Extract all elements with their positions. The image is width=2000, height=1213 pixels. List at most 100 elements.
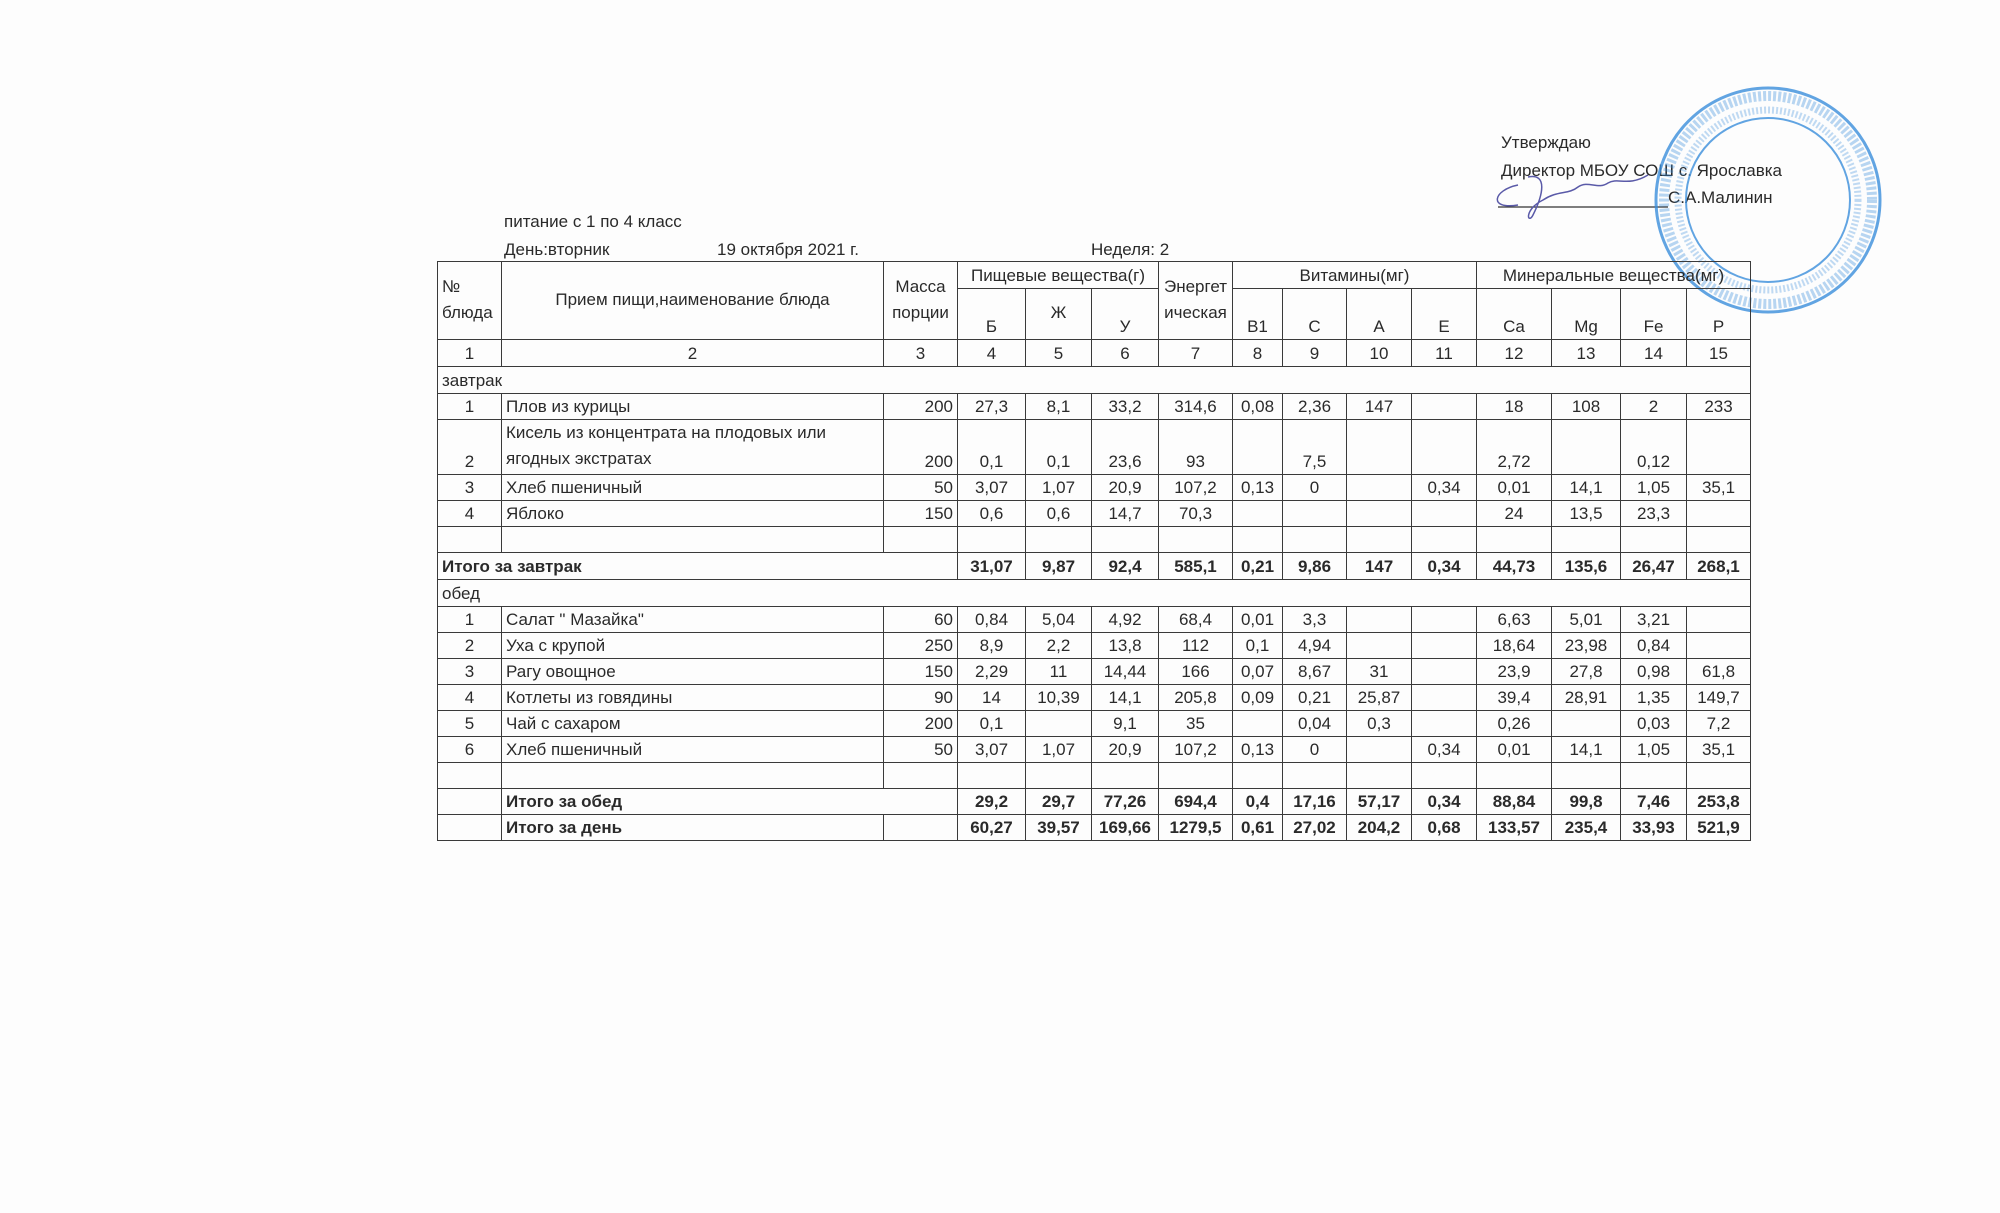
header-vitamins: Витамины(мг)	[1232, 261, 1477, 289]
mg	[1551, 526, 1621, 553]
vit-a: 204,2	[1346, 814, 1412, 841]
dish-no	[437, 814, 502, 841]
protein: 14	[957, 684, 1026, 711]
fat: 1,07	[1025, 474, 1092, 501]
ca: 133,57	[1476, 814, 1552, 841]
fe	[1620, 762, 1687, 789]
section-row: завтрак	[437, 366, 1751, 394]
mg	[1551, 710, 1621, 737]
dish-no: 2	[437, 632, 502, 659]
mg: 27,8	[1551, 658, 1621, 685]
signature	[1496, 174, 1668, 220]
carbs: 13,8	[1091, 632, 1159, 659]
vit-c: 0,21	[1282, 684, 1347, 711]
ca: 44,73	[1476, 552, 1552, 580]
ca: 18	[1476, 393, 1552, 420]
table-row: 3 Рагу овощное 150 2,29 11 14,44 166 0,07 8,67 31…	[437, 658, 1751, 685]
column-number: 11	[1411, 339, 1477, 367]
p: 7,2	[1686, 710, 1751, 737]
vit-a	[1346, 474, 1412, 501]
dish-no	[437, 788, 502, 815]
ca: 2,72	[1476, 419, 1552, 475]
mass: 200	[883, 419, 958, 475]
column-number: 14	[1620, 339, 1687, 367]
column-number: 5	[1025, 339, 1092, 367]
total-row: Итого за обед 29,2 29,7 77,26 694,4 0,4 17,16 5…	[437, 788, 1751, 815]
header-minerals: Минеральные вещества(мг)	[1476, 261, 1751, 289]
fat: 9,87	[1025, 552, 1092, 580]
vit-b1: 0,07	[1232, 658, 1283, 685]
fat: 29,7	[1025, 788, 1092, 815]
ca	[1476, 762, 1552, 789]
column-number: 6	[1091, 339, 1159, 367]
fe: 7,46	[1620, 788, 1687, 815]
column-number: 1	[437, 339, 502, 367]
carbs: 92,4	[1091, 552, 1159, 580]
fe	[1620, 526, 1687, 553]
vit-a: 31	[1346, 658, 1412, 685]
header-sub-b1: B1	[1232, 288, 1283, 340]
p: 35,1	[1686, 736, 1751, 763]
approve-label: Утверждаю	[1501, 133, 1591, 152]
dish-name: Уха с крупой	[501, 632, 884, 659]
total-label: Итого за день	[501, 814, 884, 841]
header-sub-ж: Ж	[1025, 288, 1092, 340]
mass: 60	[883, 606, 958, 633]
vit-c: 9,86	[1282, 552, 1347, 580]
total-label: Итого за обед	[501, 788, 958, 815]
fe: 3,21	[1620, 606, 1687, 633]
vit-e	[1411, 526, 1477, 553]
energy: 35	[1158, 710, 1233, 737]
vit-b1	[1232, 419, 1283, 475]
energy: 314,6	[1158, 393, 1233, 420]
carbs	[1091, 526, 1159, 553]
p: 521,9	[1686, 814, 1751, 841]
vit-b1	[1232, 762, 1283, 789]
protein: 29,2	[957, 788, 1026, 815]
fe: 1,05	[1620, 474, 1687, 501]
p: 268,1	[1686, 552, 1751, 580]
fat: 11	[1025, 658, 1092, 685]
table-row: 2 Уха с крупой 250 8,9 2,2 13,8 112 0,1 4,94 18,6…	[437, 632, 1751, 659]
vit-b1: 0,4	[1232, 788, 1283, 815]
dish-name	[501, 526, 884, 553]
vit-c: 4,94	[1282, 632, 1347, 659]
fe: 0,84	[1620, 632, 1687, 659]
mg: 28,91	[1551, 684, 1621, 711]
dish-no: 5	[437, 710, 502, 737]
vit-a	[1346, 606, 1412, 633]
table-row	[437, 762, 1751, 789]
vit-e: 0,34	[1411, 474, 1477, 501]
table-row: 1 Плов из курицы 200 27,3 8,1 33,2 314,6 0,08 2,…	[437, 393, 1751, 420]
dish-no: 6	[437, 736, 502, 763]
vit-b1: 0,13	[1232, 736, 1283, 763]
vit-e: 0,34	[1411, 552, 1477, 580]
column-number: 4	[957, 339, 1026, 367]
vit-b1: 0,09	[1232, 684, 1283, 711]
dish-name: Чай с сахаром	[501, 710, 884, 737]
vit-c	[1282, 500, 1347, 527]
vit-c: 0	[1282, 736, 1347, 763]
table-row: 4 Котлеты из говядины 90 14 10,39 14,1 205,8 0,…	[437, 684, 1751, 711]
vit-e	[1411, 632, 1477, 659]
energy: 166	[1158, 658, 1233, 685]
mass	[883, 814, 958, 841]
fe: 1,05	[1620, 736, 1687, 763]
header-sub-у: У	[1091, 288, 1159, 340]
protein: 2,29	[957, 658, 1026, 685]
mass: 90	[883, 684, 958, 711]
vit-a: 147	[1346, 393, 1412, 420]
header-energy: Энергетическая	[1158, 261, 1233, 340]
header-name: Прием пищи,наименование блюда	[501, 261, 884, 340]
total-label: Итого за завтрак	[437, 552, 958, 580]
vit-a	[1346, 419, 1412, 475]
energy: 70,3	[1158, 500, 1233, 527]
vit-b1: 0,01	[1232, 606, 1283, 633]
vit-b1	[1232, 710, 1283, 737]
p: 35,1	[1686, 474, 1751, 501]
vit-e: 0,68	[1411, 814, 1477, 841]
vit-a	[1346, 736, 1412, 763]
mg: 14,1	[1551, 736, 1621, 763]
fe: 0,12	[1620, 419, 1687, 475]
vit-c: 3,3	[1282, 606, 1347, 633]
